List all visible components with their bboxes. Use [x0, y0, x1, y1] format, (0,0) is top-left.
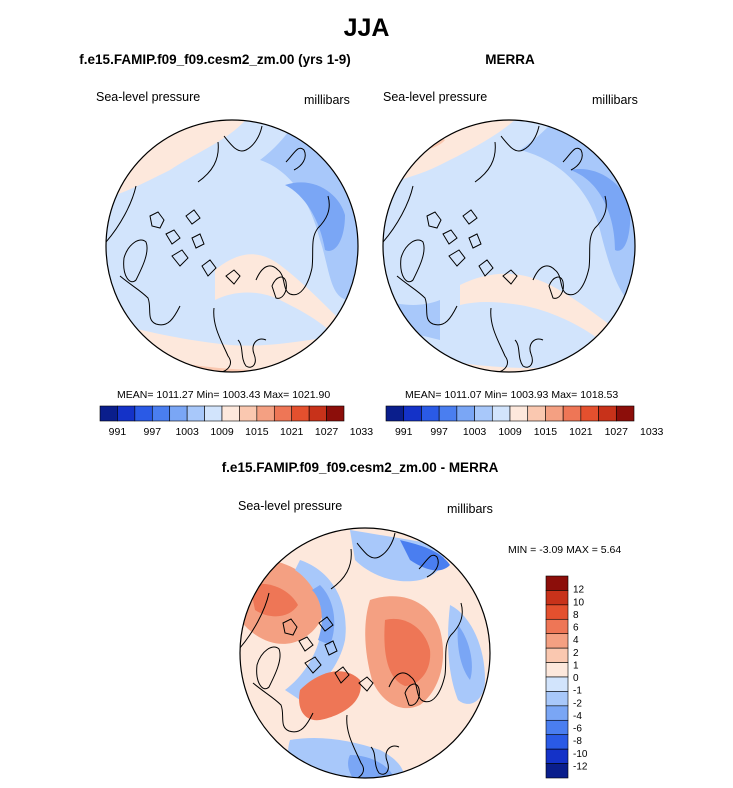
- colorbar-swatch: [545, 719, 569, 736]
- panel-1-map-border: [105, 119, 359, 373]
- colorbar-swatch: [256, 405, 275, 422]
- colorbar-swatch: [474, 405, 493, 422]
- colorbar-swatch: [545, 405, 564, 422]
- colorbar-tick-label: 2: [573, 648, 579, 659]
- colorbar-tick-label: 6: [573, 623, 579, 634]
- panel-1-units-label: millibars: [304, 93, 350, 107]
- colorbar-tick-label: 1033: [350, 426, 374, 438]
- colorbar-swatch: [545, 604, 569, 620]
- panel-3-stats: MIN = -3.09 MAX = 5.64: [508, 544, 622, 556]
- colorbar-tick-label: 1021: [280, 426, 304, 438]
- colorbar-swatch: [308, 405, 327, 422]
- colorbar-swatch: [151, 405, 171, 422]
- colorbar-tick-label: 1027: [605, 426, 629, 438]
- colorbar-tick-label: 997: [144, 426, 162, 438]
- colorbar-swatch: [326, 405, 345, 422]
- colorbar-swatch: [169, 405, 188, 422]
- colorbar-swatch: [545, 748, 569, 764]
- colorbar-swatch: [99, 405, 118, 422]
- colorbar-swatch: [545, 763, 569, 779]
- colorbar-tick-label: -1: [573, 686, 582, 697]
- colorbar-tick-label: -2: [573, 698, 582, 709]
- colorbar-swatch: [545, 676, 569, 692]
- colorbar-swatch: [117, 405, 136, 422]
- colorbar-swatch: [421, 405, 440, 422]
- panel-3-map-border: [239, 527, 491, 779]
- colorbar-tick-label: -10: [573, 749, 588, 760]
- colorbar-tick-label: 12: [573, 585, 585, 596]
- colorbar-tick-label: 991: [109, 426, 127, 438]
- colorbar-tick-label: 1033: [640, 426, 664, 438]
- colorbar-swatch: [615, 405, 635, 422]
- colorbar-swatch: [545, 647, 569, 663]
- panel-2-map-border: [382, 119, 636, 373]
- colorbar-swatch: [239, 405, 258, 422]
- colorbar-swatch: [562, 405, 582, 422]
- panel-1-colorbar: 991 997 1003 1009 1015 1021 1027 1033: [99, 405, 374, 438]
- colorbar-tick-label: 1027: [315, 426, 339, 438]
- colorbar-swatch: [221, 405, 240, 422]
- panel-3-variable-label: Sea-level pressure: [238, 499, 343, 513]
- colorbar-swatch: [491, 405, 511, 422]
- colorbar-swatch: [273, 405, 293, 422]
- panel-3-map: [240, 528, 490, 778]
- colorbar-swatch: [545, 575, 569, 591]
- colorbar-tick-label: -4: [573, 711, 582, 722]
- colorbar-tick-label: -12: [573, 761, 588, 772]
- colorbar-tick-label: -6: [573, 724, 582, 735]
- panel-2-stats: MEAN= 1011.07 Min= 1003.93 Max= 1018.53: [405, 389, 619, 401]
- colorbar-tick-label: 1009: [210, 426, 234, 438]
- panel-1-title: f.e15.FAMIP.f09_f09.cesm2_zm.00 (yrs 1-9…: [79, 52, 351, 67]
- colorbar-swatch: [385, 405, 405, 422]
- colorbar-swatch: [545, 633, 569, 649]
- colorbar-tick-label: 1021: [569, 426, 593, 438]
- figure-title: JJA: [343, 14, 390, 42]
- colorbar-tick-label: -8: [573, 736, 582, 747]
- colorbar-swatch: [545, 734, 569, 750]
- colorbar-swatch: [438, 405, 458, 422]
- colorbar-swatch: [204, 405, 223, 422]
- colorbar-tick-label: 997: [430, 426, 448, 438]
- panel-2-units-label: millibars: [592, 93, 638, 107]
- colorbar-swatch: [580, 405, 599, 422]
- panel-1-stats: MEAN= 1011.27 Min= 1003.43 Max= 1021.90: [117, 389, 331, 401]
- colorbar-swatch: [545, 705, 569, 721]
- panel-3-units-label: millibars: [447, 502, 493, 516]
- colorbar-tick-label: 1015: [534, 426, 558, 438]
- colorbar-tick-label: 1003: [463, 426, 487, 438]
- colorbar-tick-label: 1: [573, 660, 579, 671]
- colorbar-swatch: [509, 405, 529, 422]
- colorbar-swatch: [134, 405, 153, 422]
- colorbar-swatch: [545, 691, 569, 707]
- colorbar-tick-label: 1009: [498, 426, 522, 438]
- colorbar-swatch: [545, 590, 569, 606]
- panel-2-colorbar: 991 997 1003 1009 1015 1021 1027 1033: [385, 405, 664, 438]
- colorbar-swatch: [545, 662, 569, 678]
- colorbar-tick-label: 1015: [245, 426, 269, 438]
- panel-1-variable-label: Sea-level pressure: [96, 90, 201, 104]
- panel-2-title: MERRA: [485, 52, 535, 67]
- colorbar-swatch: [527, 405, 546, 422]
- colorbar-tick-label: 4: [573, 635, 579, 646]
- colorbar-tick-label: 1003: [175, 426, 199, 438]
- panel-1-map: [106, 120, 358, 372]
- panel-2-variable-label: Sea-level pressure: [383, 90, 488, 104]
- colorbar-tick-label: 991: [395, 426, 413, 438]
- colorbar-swatch: [186, 405, 205, 422]
- colorbar-swatch: [456, 405, 475, 422]
- colorbar-swatch: [291, 405, 310, 422]
- colorbar-tick-label: 8: [573, 610, 579, 621]
- panel-3-title: f.e15.FAMIP.f09_f09.cesm2_zm.00 - MERRA: [221, 460, 499, 475]
- colorbar-swatch: [403, 405, 422, 422]
- colorbar-tick-label: 0: [573, 673, 579, 684]
- colorbar-swatch: [598, 405, 617, 422]
- colorbar-tick-label: 10: [573, 597, 585, 608]
- colorbar-swatch: [545, 618, 569, 635]
